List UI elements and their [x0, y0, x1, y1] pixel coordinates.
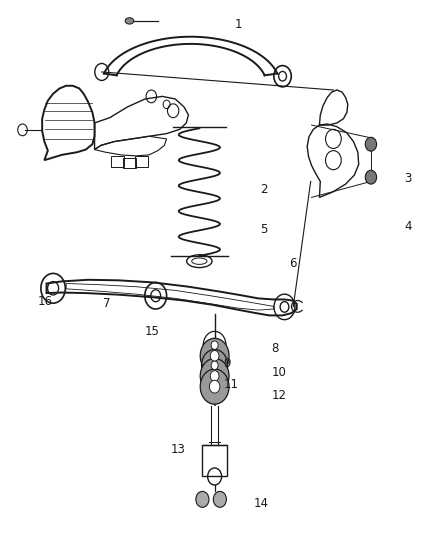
Circle shape	[210, 351, 219, 361]
Text: 1: 1	[234, 18, 242, 31]
Circle shape	[196, 491, 209, 507]
Text: 16: 16	[38, 295, 53, 308]
Text: 10: 10	[272, 366, 286, 379]
Circle shape	[211, 361, 218, 369]
Bar	[135, 156, 148, 166]
Text: 8: 8	[272, 342, 279, 356]
Circle shape	[200, 338, 229, 373]
Text: 15: 15	[145, 325, 160, 338]
Text: 2: 2	[261, 183, 268, 196]
Circle shape	[200, 369, 229, 404]
Circle shape	[213, 491, 226, 507]
Text: 7: 7	[103, 297, 111, 310]
Text: 12: 12	[272, 389, 286, 402]
Circle shape	[365, 138, 377, 151]
Bar	[123, 158, 136, 168]
Text: 5: 5	[261, 223, 268, 236]
Bar	[111, 156, 124, 166]
Circle shape	[365, 170, 377, 184]
Circle shape	[210, 370, 219, 381]
Text: 3: 3	[405, 172, 412, 185]
Text: 14: 14	[254, 497, 269, 510]
Text: 4: 4	[405, 220, 412, 233]
Ellipse shape	[125, 18, 134, 24]
Text: 13: 13	[171, 443, 186, 456]
Circle shape	[211, 341, 218, 350]
Text: 11: 11	[223, 378, 238, 391]
Text: 6: 6	[289, 257, 297, 270]
Circle shape	[200, 359, 229, 393]
Circle shape	[209, 380, 220, 393]
Text: 9: 9	[223, 357, 231, 370]
